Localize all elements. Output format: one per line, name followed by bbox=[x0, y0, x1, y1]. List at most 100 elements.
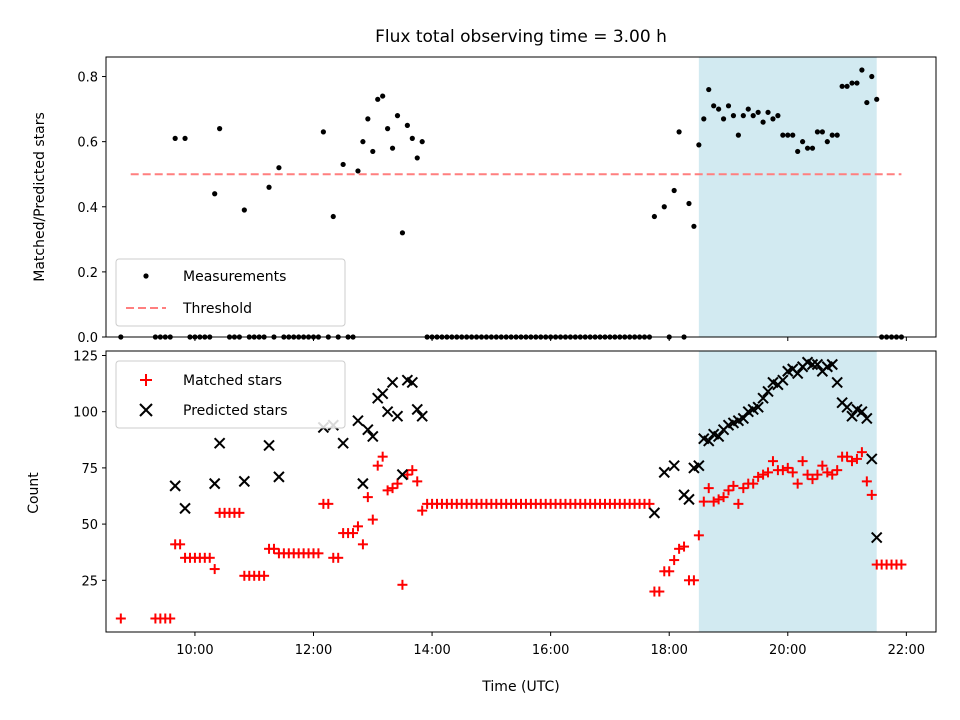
matched-star-point bbox=[397, 579, 408, 590]
predicted-star-point bbox=[752, 401, 764, 413]
matched-star-point bbox=[362, 492, 373, 503]
measurement-point bbox=[419, 139, 425, 145]
matched-star-point bbox=[827, 469, 838, 480]
matched-star-point bbox=[763, 467, 774, 478]
matched-star-point bbox=[748, 478, 759, 489]
bottom-y-tick-label: 125 bbox=[73, 349, 98, 364]
measurement-point bbox=[735, 132, 741, 138]
matched-star-point bbox=[817, 460, 828, 471]
matched-star-point bbox=[313, 548, 324, 559]
measurement-point bbox=[691, 223, 697, 229]
matched-star-point bbox=[412, 476, 423, 487]
top-legend: Measurements Threshold bbox=[115, 258, 346, 327]
predicted-star-point bbox=[762, 385, 774, 398]
bottom-y-tick-label: 25 bbox=[81, 574, 98, 589]
matched-star-point bbox=[822, 467, 833, 478]
matched-star-point bbox=[777, 465, 788, 476]
matched-star-point bbox=[204, 552, 215, 563]
x-tick-label: 12:00 bbox=[295, 643, 332, 658]
top-y-tick-label: 0.2 bbox=[77, 266, 98, 281]
predicted-star-point bbox=[826, 358, 838, 371]
matched-star-point bbox=[268, 543, 279, 554]
matched-star-point bbox=[718, 492, 729, 503]
predicted-star-point bbox=[871, 531, 883, 544]
matched-star-point bbox=[738, 483, 749, 494]
predicted-star-point bbox=[811, 358, 824, 371]
measurement-point bbox=[750, 113, 756, 119]
predicted-star-point bbox=[376, 388, 389, 400]
measurement-point bbox=[701, 116, 707, 122]
predicted-star-point bbox=[737, 412, 750, 425]
predicted-star-point bbox=[846, 410, 858, 422]
x-axis-label: Time (UTC) bbox=[481, 679, 559, 695]
top-y-tick-label: 0.4 bbox=[77, 201, 98, 216]
matched-star-point bbox=[402, 469, 413, 480]
matched-star-point bbox=[782, 462, 793, 473]
measurement-point bbox=[394, 113, 401, 119]
measurement-point bbox=[365, 116, 371, 122]
measurement-point bbox=[217, 126, 223, 132]
top-highlight-span bbox=[698, 57, 877, 337]
predicted-star-point bbox=[367, 430, 379, 443]
matched-star-point bbox=[367, 514, 378, 525]
measurement-point bbox=[740, 113, 746, 119]
matched-star-point bbox=[259, 570, 270, 581]
predicted-star-point bbox=[362, 423, 374, 436]
predicted-star-point bbox=[337, 437, 349, 449]
bottom-highlight-span bbox=[698, 351, 877, 632]
top-legend-box bbox=[115, 258, 346, 327]
measurement-point bbox=[834, 132, 840, 138]
matched-star-point bbox=[832, 465, 843, 476]
predicted-star-point bbox=[791, 367, 804, 380]
predicted-star-point bbox=[169, 480, 181, 492]
matched-star-point bbox=[387, 483, 398, 494]
measurement-point bbox=[182, 135, 188, 141]
top-y-ticks: 0.0 0.2 0.4 0.6 0.8 bbox=[77, 71, 106, 346]
predicted-star-point bbox=[416, 410, 428, 422]
predicted-star-point bbox=[693, 459, 705, 472]
matched-star-point bbox=[348, 528, 359, 539]
measurement-point bbox=[804, 145, 811, 151]
measurement-point bbox=[671, 187, 677, 194]
predicted-star-point bbox=[806, 358, 819, 371]
matched-star-point bbox=[896, 559, 907, 570]
predicted-star-point bbox=[357, 477, 369, 490]
chart-title: Flux total observing time = 3.00 h bbox=[375, 27, 667, 47]
matched-star-point bbox=[812, 469, 823, 480]
matched-star-point bbox=[674, 543, 685, 554]
measurement-point bbox=[755, 109, 761, 115]
top-panel: 0.00.20.40.60.8 Matched/Predicted stars … bbox=[32, 56, 937, 346]
measurement-point bbox=[212, 191, 218, 197]
predicted-star-point bbox=[856, 405, 868, 418]
measurement-point bbox=[389, 145, 396, 151]
matched-star-point bbox=[688, 575, 699, 586]
matched-star-point bbox=[357, 539, 368, 550]
predicted-star-point bbox=[831, 376, 843, 389]
matched-star-point bbox=[323, 498, 334, 509]
measurement-point bbox=[775, 113, 781, 119]
predicted-star-point bbox=[411, 403, 423, 416]
predicted-star-point bbox=[757, 392, 769, 404]
measurement-point bbox=[745, 106, 751, 112]
matched-star-point bbox=[407, 465, 418, 476]
measurement-point bbox=[409, 135, 415, 141]
predicted-star-point bbox=[648, 507, 661, 519]
top-y-tick-label: 0.0 bbox=[77, 331, 98, 346]
matched-star-point bbox=[417, 505, 428, 516]
measurement-point bbox=[696, 142, 702, 148]
matched-star-point bbox=[802, 469, 813, 480]
legend-threshold-label: Threshold bbox=[182, 301, 252, 317]
measurement-point bbox=[380, 93, 386, 99]
predicted-star-point bbox=[386, 376, 399, 389]
measurement-point bbox=[859, 67, 865, 73]
predicted-star-point bbox=[683, 493, 695, 506]
matched-star-point bbox=[807, 474, 818, 485]
measurement-point bbox=[360, 139, 366, 145]
x-tick-label: 14:00 bbox=[413, 643, 450, 658]
bottom-y-ticks: 25 50 75 100 125 bbox=[73, 349, 106, 589]
measurement-point bbox=[686, 200, 692, 207]
matched-star-point bbox=[698, 496, 709, 507]
predicted-star-point bbox=[263, 439, 275, 452]
measurement-point bbox=[869, 73, 875, 80]
predicted-star-point bbox=[213, 437, 226, 449]
